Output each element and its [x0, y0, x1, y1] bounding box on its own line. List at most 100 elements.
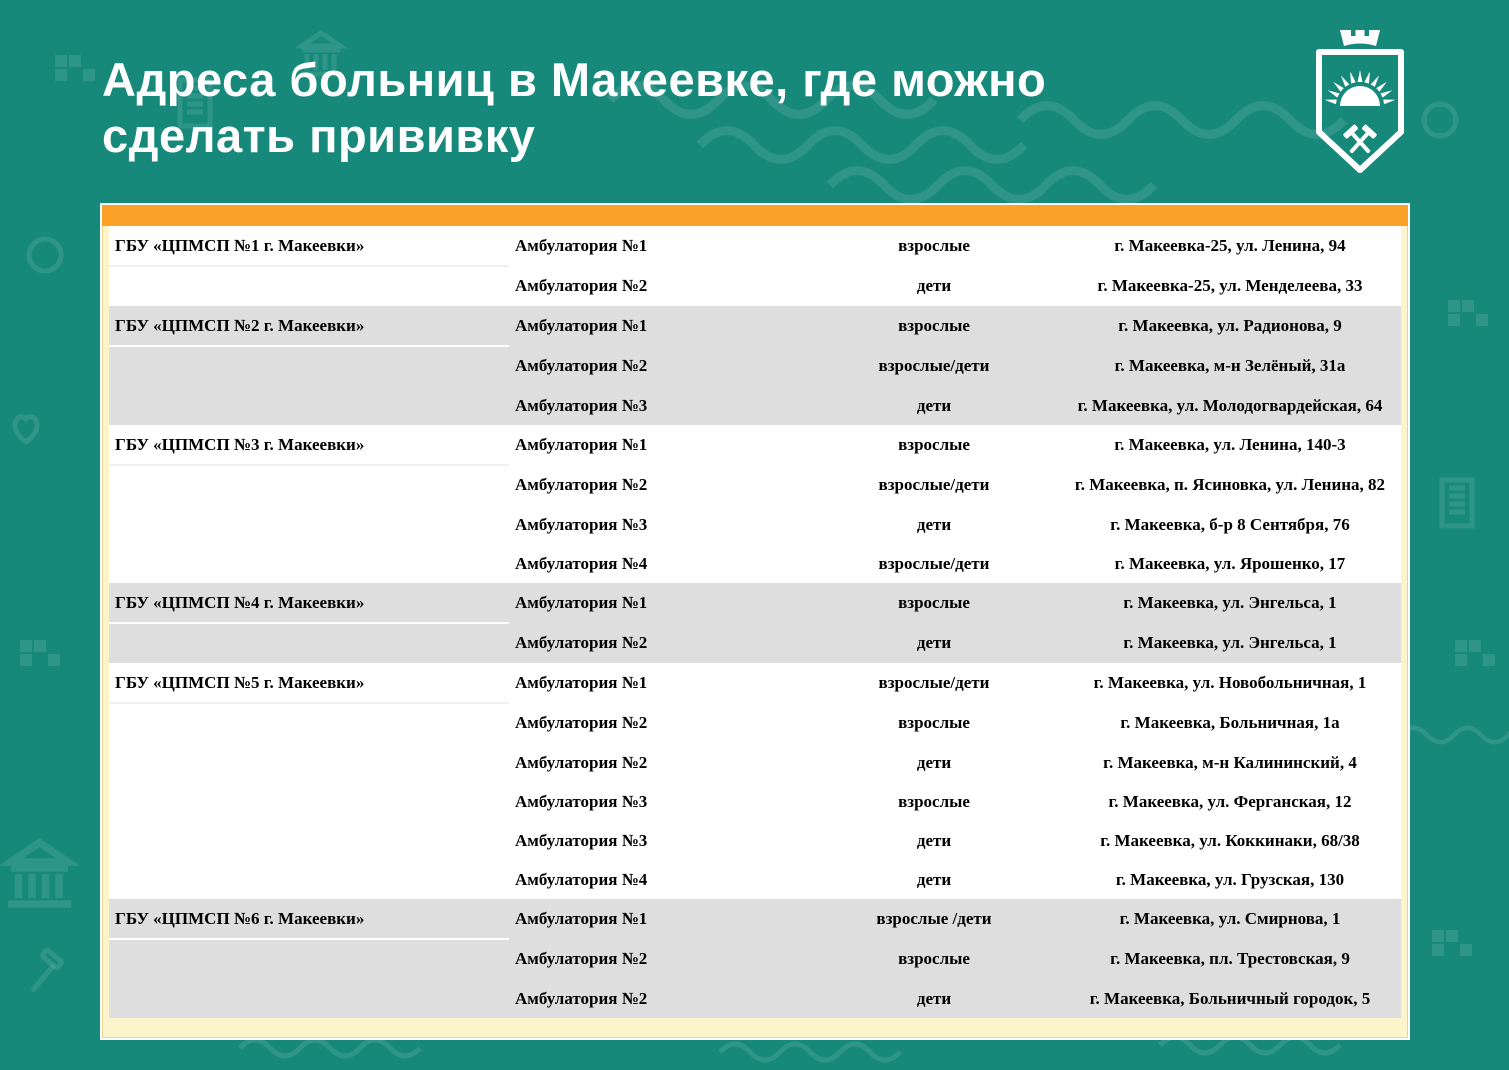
table-row: Амбулатория №2 взрослые г. Макеевка, Больн…: [109, 703, 1401, 743]
clinic-name-cell: Амбулатория №1: [509, 663, 809, 703]
table-row: ГБУ «ЦПМСП №2 г. Макеевки» Амбулатория №1…: [109, 306, 1401, 347]
table-row: Амбулатория №2 дети г. Макеевка-25, ул. Ме…: [109, 266, 1401, 306]
address-cell: г. Макеевка, ул. Ферганская, 12: [1059, 782, 1401, 821]
hospital-group-name-spacer: [109, 743, 509, 782]
address-cell: г. Макеевка, п. Ясиновка, ул. Ленина, 82: [1059, 465, 1401, 505]
hospital-group-name: ГБУ «ЦПМСП №1 г. Макеевки»: [109, 226, 509, 267]
address-cell: г. Макеевка, ул. Грузская, 130: [1059, 860, 1401, 899]
patient-type-cell: взрослые/дети: [809, 346, 1059, 386]
table-row: Амбулатория №4 дети г. Макеевка, ул. Грузс…: [109, 860, 1401, 899]
address-cell: г. Макеевка, м-н Зелёный, 31а: [1059, 346, 1401, 386]
address-cell: г. Макеевка, ул. Ленина, 140-3: [1059, 425, 1401, 465]
patient-type-cell: взрослые: [809, 703, 1059, 743]
address-cell: г. Макеевка, ул. Смирнова, 1: [1059, 899, 1401, 939]
table-row: ГБУ «ЦПМСП №4 г. Макеевки» Амбулатория №1…: [109, 583, 1401, 624]
hospital-group-name-spacer: [109, 544, 509, 583]
clinic-name-cell: Амбулатория №2: [509, 703, 809, 743]
hospital-group-name-spacer: [109, 505, 509, 544]
hospital-group-name-spacer: [109, 979, 509, 1018]
patient-type-cell: взрослые/дети: [809, 544, 1059, 583]
table-row: Амбулатория №2 дети г. Макеевка, м-н Калин…: [109, 743, 1401, 782]
hospital-group-name-spacer: [109, 939, 509, 979]
address-cell: г. Макеевка, ул. Ярошенко, 17: [1059, 544, 1401, 583]
hospital-group-name-spacer: [109, 465, 509, 505]
address-cell: г. Макеевка, ул. Энгельса, 1: [1059, 623, 1401, 663]
clinic-name-cell: Амбулатория №3: [509, 386, 809, 425]
patient-type-cell: дети: [809, 623, 1059, 663]
sun-icon: [1324, 70, 1396, 106]
clinic-name-cell: Амбулатория №1: [509, 226, 809, 266]
patient-type-cell: дети: [809, 821, 1059, 860]
patient-type-cell: дети: [809, 266, 1059, 306]
address-cell: г. Макеевка, ул. Новобольничная, 1: [1059, 663, 1401, 703]
patient-type-cell: взрослые: [809, 782, 1059, 821]
clinic-name-cell: Амбулатория №1: [509, 306, 809, 346]
address-cell: г. Макеевка, м-н Калининский, 4: [1059, 743, 1401, 782]
table-row: Амбулатория №4 взрослые/дети г. Макеевка, …: [109, 544, 1401, 583]
hospital-group-name: ГБУ «ЦПМСП №2 г. Макеевки»: [109, 306, 509, 347]
clinic-name-cell: Амбулатория №3: [509, 505, 809, 544]
address-cell: г. Макеевка, ул. Молодогвардейская, 64: [1059, 386, 1401, 425]
patient-type-cell: взрослые: [809, 306, 1059, 346]
address-cell: г. Макеевка, Больничная, 1а: [1059, 703, 1401, 743]
clinic-name-cell: Амбулатория №1: [509, 899, 809, 939]
clinic-name-cell: Амбулатория №2: [509, 346, 809, 386]
table-row: Амбулатория №2 взрослые/дети г. Макеевка, …: [109, 465, 1401, 505]
address-cell: г. Макеевка, ул. Радионова, 9: [1059, 306, 1401, 346]
hospital-group-name: ГБУ «ЦПМСП №5 г. Макеевки»: [109, 663, 509, 704]
address-cell: г. Макеевка, ул. Коккинаки, 68/38: [1059, 821, 1401, 860]
patient-type-cell: взрослые/дети: [809, 663, 1059, 703]
clinic-name-cell: Амбулатория №1: [509, 425, 809, 465]
hospital-group-name-spacer: [109, 623, 509, 663]
table-row: Амбулатория №2 дети г. Макеевка, ул. Энгел…: [109, 623, 1401, 663]
table-row: Амбулатория №2 взрослые г. Макеевка, пл. Т…: [109, 939, 1401, 979]
hospital-group-name: ГБУ «ЦПМСП №4 г. Макеевки»: [109, 583, 509, 624]
hospital-group-name-spacer: [109, 860, 509, 899]
clinic-name-cell: Амбулатория №2: [509, 743, 809, 782]
clinic-name-cell: Амбулатория №2: [509, 465, 809, 505]
table-row: ГБУ «ЦПМСП №1 г. Макеевки» Амбулатория №1…: [109, 226, 1401, 267]
hospital-group-name-spacer: [109, 782, 509, 821]
clinic-name-cell: Амбулатория №4: [509, 544, 809, 583]
clinic-name-cell: Амбулатория №4: [509, 860, 809, 899]
address-cell: г. Макеевка, пл. Трестовская, 9: [1059, 939, 1401, 979]
patient-type-cell: взрослые/дети: [809, 465, 1059, 505]
table-row: ГБУ «ЦПМСП №5 г. Макеевки» Амбулатория №1…: [109, 663, 1401, 704]
address-cell: г. Макеевка, ул. Энгельса, 1: [1059, 583, 1401, 623]
clinic-name-cell: Амбулатория №2: [509, 939, 809, 979]
clinic-name-cell: Амбулатория №2: [509, 623, 809, 663]
table-row: ГБУ «ЦПМСП №3 г. Макеевки» Амбулатория №1…: [109, 425, 1401, 466]
patient-type-cell: взрослые: [809, 425, 1059, 465]
clinic-name-cell: Амбулатория №3: [509, 821, 809, 860]
page-title-line-1: Адреса больниц в Макеевке, где можно: [102, 53, 1047, 106]
city-emblem-logo: [1310, 20, 1410, 178]
page-title-line-2: сделать прививку: [102, 109, 536, 162]
hospitals-table: ГБУ «ЦПМСП №1 г. Макеевки» Амбулатория №1…: [109, 226, 1401, 1018]
table-row: Амбулатория №3 дети г. Макеевка, б-р 8 Сен…: [109, 505, 1401, 544]
table-row: Амбулатория №2 дети г. Макеевка, Больничны…: [109, 979, 1401, 1018]
address-cell: г. Макеевка-25, ул. Ленина, 94: [1059, 226, 1401, 266]
table-row: Амбулатория №3 взрослые г. Макеевка, ул. Ф…: [109, 782, 1401, 821]
patient-type-cell: дети: [809, 979, 1059, 1018]
shield-icon: [1316, 49, 1404, 173]
hospital-group-name: ГБУ «ЦПМСП №6 г. Макеевки»: [109, 899, 509, 940]
clinic-name-cell: Амбулатория №1: [509, 583, 809, 623]
patient-type-cell: дети: [809, 386, 1059, 425]
hospital-group-name-spacer: [109, 821, 509, 860]
crown-icon: [1340, 30, 1380, 46]
clinic-name-cell: Амбулатория №2: [509, 266, 809, 306]
table-row: Амбулатория №2 взрослые/дети г. Макеевка, …: [109, 346, 1401, 386]
table-row: Амбулатория №3 дети г. Макеевка, ул. Кокки…: [109, 821, 1401, 860]
hospital-group-name-spacer: [109, 346, 509, 386]
crossed-hammers-icon: [1343, 124, 1377, 154]
patient-type-cell: взрослые: [809, 939, 1059, 979]
patient-type-cell: дети: [809, 743, 1059, 782]
hospital-group-name-spacer: [109, 386, 509, 425]
patient-type-cell: взрослые /дети: [809, 899, 1059, 939]
hospitals-table-panel: ГБУ «ЦПМСП №1 г. Макеевки» Амбулатория №1…: [100, 203, 1410, 1040]
hospital-group-name-spacer: [109, 703, 509, 743]
address-cell: г. Макеевка, Больничный городок, 5: [1059, 979, 1401, 1018]
page-title: Адреса больниц в Макеевке, где можно сде…: [102, 52, 1046, 164]
address-cell: г. Макеевка-25, ул. Менделеева, 33: [1059, 266, 1401, 306]
address-cell: г. Макеевка, б-р 8 Сентября, 76: [1059, 505, 1401, 544]
